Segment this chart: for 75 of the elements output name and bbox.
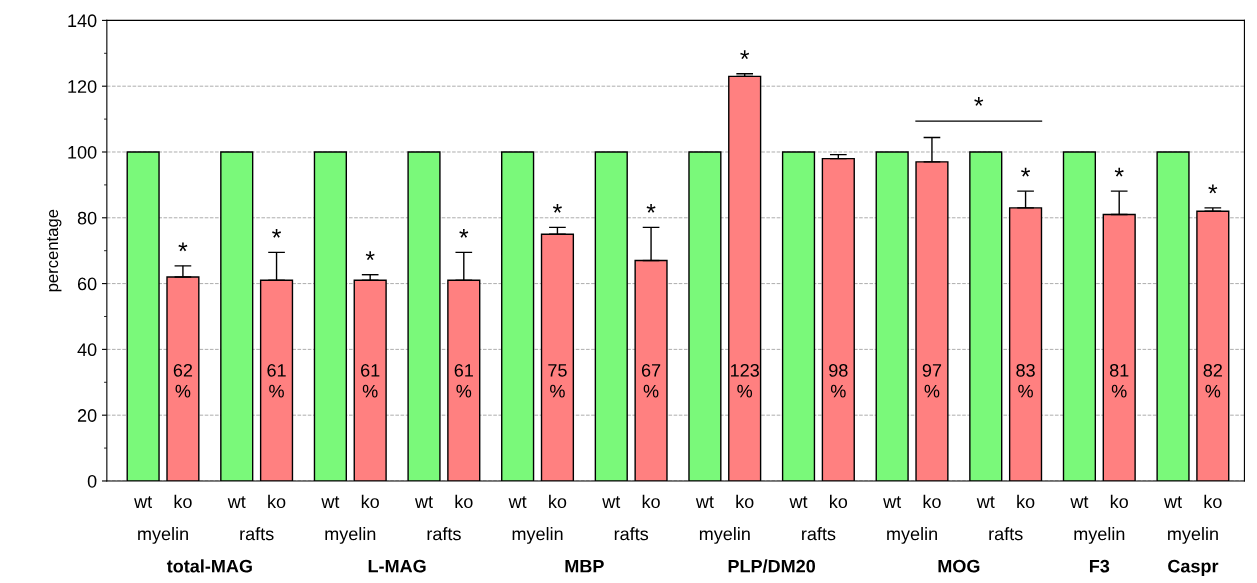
y-tick-label: 140: [68, 14, 97, 28]
data-label: 83 %: [1016, 363, 1035, 398]
text: wt: [695, 496, 714, 509]
y-tick-label: 40: [77, 343, 97, 357]
text: PLP/DM20: [728, 559, 816, 573]
text: ko: [361, 494, 379, 509]
x-tick-label: myelin: [1074, 527, 1125, 544]
y-tick-label: 80: [77, 211, 97, 225]
y-tick-label: 120: [68, 80, 97, 93]
x-tick-label: rafts: [240, 527, 274, 541]
y-axis-title: percentage: [47, 209, 62, 292]
text: F3: [1089, 559, 1110, 573]
text: L-MAG: [368, 559, 426, 573]
data-label: 98 %: [829, 363, 848, 398]
text: ko: [642, 494, 660, 509]
text: wt: [321, 496, 340, 509]
data-label: 67 %: [641, 363, 661, 398]
text: wt: [508, 496, 527, 509]
y-tick-label: 60: [77, 277, 97, 291]
text: MBP: [565, 559, 604, 573]
x-tick-label: rafts: [614, 527, 649, 541]
text: wt: [602, 496, 621, 509]
text: ko: [736, 494, 754, 509]
text: ko: [1017, 494, 1035, 509]
data-label: 82 %: [1203, 363, 1222, 398]
annotation: *: [740, 50, 750, 60]
text: ko: [268, 494, 286, 509]
text: ko: [1204, 494, 1222, 509]
annotation: *: [1021, 167, 1031, 177]
x-tick-label: myelin: [699, 527, 750, 544]
text: MOG: [938, 559, 980, 573]
data-label: 61 %: [267, 363, 286, 398]
annotation: *: [974, 97, 984, 106]
text: wt: [1163, 496, 1182, 509]
text: Caspr: [1168, 559, 1219, 577]
annotation: *: [552, 203, 562, 213]
x-tick-label: rafts: [989, 527, 1023, 541]
text: wt: [227, 496, 246, 509]
y-tick-label: 20: [77, 409, 97, 422]
data-label: 62 %: [173, 363, 193, 398]
series-label: ko: [174, 494, 192, 509]
annotation: *: [459, 228, 469, 238]
data-label: 123 %: [731, 363, 759, 398]
data-label: 75 %: [548, 364, 567, 398]
text: ko: [830, 494, 848, 509]
x-tick-label: myelin: [325, 527, 376, 544]
text: wt: [976, 496, 995, 509]
text: ko: [549, 494, 567, 509]
annotation: *: [646, 203, 656, 213]
x-tick-label: rafts: [802, 527, 836, 541]
text: wt: [1070, 496, 1089, 509]
x-tick-label: rafts: [427, 527, 461, 541]
text: total-MAG: [166, 559, 252, 573]
data-label: 97 %: [922, 363, 942, 398]
text: wt: [414, 496, 433, 509]
data-label: 61 %: [361, 363, 380, 398]
y-tick-label: 100: [68, 145, 97, 159]
annotation: *: [365, 251, 375, 261]
x-tick-label: myelin: [887, 527, 937, 544]
annotation: *: [272, 228, 282, 238]
data-label: 61 %: [454, 363, 473, 398]
y-tick-label: 0: [87, 474, 97, 488]
annotation: *: [178, 242, 188, 252]
x-tick-label: myelin: [138, 527, 188, 544]
annotation: *: [1208, 184, 1218, 194]
x-tick-label: myelin: [512, 527, 563, 544]
text: ko: [923, 494, 941, 509]
text: wt: [789, 496, 808, 509]
annotation: *: [1114, 167, 1124, 177]
series-label: wt: [134, 496, 153, 509]
text: ko: [455, 494, 473, 509]
x-tick-label: myelin: [1168, 527, 1218, 544]
data-label: 81 %: [1109, 363, 1129, 398]
text: ko: [1110, 494, 1128, 509]
text: wt: [883, 496, 902, 509]
